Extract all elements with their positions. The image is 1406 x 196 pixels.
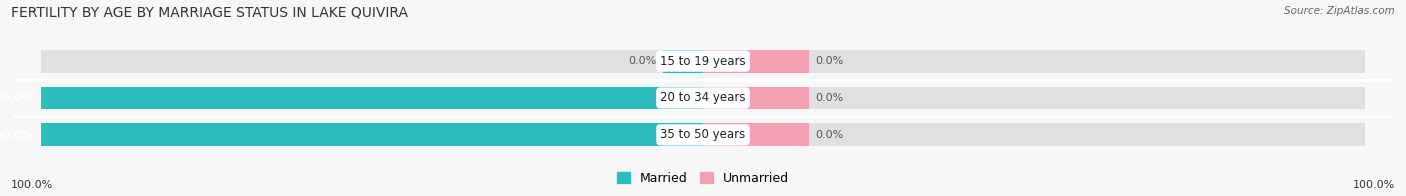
Text: 0.0%: 0.0%: [815, 93, 844, 103]
Text: 20 to 34 years: 20 to 34 years: [661, 92, 745, 104]
Text: 100.0%: 100.0%: [0, 130, 34, 140]
Bar: [41, 87, 1365, 109]
Text: Source: ZipAtlas.com: Source: ZipAtlas.com: [1284, 6, 1395, 16]
Bar: [41, 123, 703, 146]
Bar: [703, 123, 808, 146]
Legend: Married, Unmarried: Married, Unmarried: [612, 167, 794, 190]
Text: 0.0%: 0.0%: [815, 130, 844, 140]
Text: 15 to 19 years: 15 to 19 years: [661, 55, 745, 68]
Text: 100.0%: 100.0%: [11, 180, 53, 190]
Bar: [41, 50, 1365, 73]
Text: 0.0%: 0.0%: [628, 56, 657, 66]
Bar: [41, 123, 1365, 146]
Bar: [664, 50, 703, 73]
Text: FERTILITY BY AGE BY MARRIAGE STATUS IN LAKE QUIVIRA: FERTILITY BY AGE BY MARRIAGE STATUS IN L…: [11, 6, 408, 20]
Bar: [703, 50, 808, 73]
Bar: [41, 87, 703, 109]
Text: 100.0%: 100.0%: [0, 93, 34, 103]
Text: 0.0%: 0.0%: [815, 56, 844, 66]
Text: 100.0%: 100.0%: [1353, 180, 1395, 190]
Text: 35 to 50 years: 35 to 50 years: [661, 128, 745, 141]
Bar: [703, 87, 808, 109]
